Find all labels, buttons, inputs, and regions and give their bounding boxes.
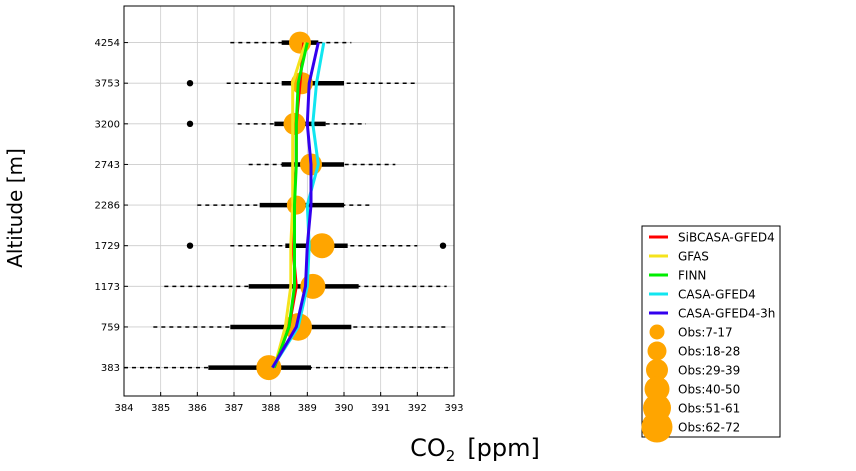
y-tick-label: 759 <box>101 322 120 333</box>
x-tick-label: 385 <box>151 403 170 414</box>
x-tick-label: 384 <box>114 403 133 414</box>
plot-frame <box>123 5 455 397</box>
observation-mean-marker <box>283 112 306 135</box>
legend-label: Obs:51-61 <box>678 402 740 416</box>
y-tick-label: 383 <box>101 363 120 374</box>
legend-label: SiBCASA-GFED4 <box>678 231 775 245</box>
y-axis-title: Altitude [m] <box>3 148 27 268</box>
observation-outlier <box>186 79 194 87</box>
x-tick-label: 393 <box>444 403 463 414</box>
x-axis-title: CO2 [ppm] <box>410 434 540 465</box>
x-tick-label: 389 <box>298 403 317 414</box>
series-line-gfas <box>272 42 307 368</box>
y-axis-ticks: 383 759 1173 1729 2286 2743 3200 3753 4254 <box>95 38 128 374</box>
legend-obs-marker <box>644 376 670 402</box>
legend-obs-marker <box>649 324 665 340</box>
observation-mean-marker <box>309 233 335 259</box>
y-tick-label: 1729 <box>95 241 120 252</box>
observation-outliers <box>186 79 447 249</box>
legend-obs-marker <box>646 359 668 381</box>
legend-label: CASA-GFED4-3h <box>678 307 775 321</box>
x-axis-ticks: 384 385 386 387 388 389 390 391 392 393 <box>114 392 464 414</box>
y-tick-label: 2286 <box>95 201 120 212</box>
x-tick-label: 390 <box>334 403 353 414</box>
legend-label: Obs:40-50 <box>678 383 740 397</box>
legend-label: GFAS <box>678 250 709 264</box>
series-line-casa-gfed4-3h <box>271 42 320 369</box>
legend-label: Obs:18-28 <box>678 345 740 359</box>
model-series <box>271 42 326 369</box>
x-tick-label: 386 <box>188 403 207 414</box>
observation-mean-marker <box>286 195 306 215</box>
legend-obs-marker <box>647 341 667 361</box>
x-tick-label: 387 <box>224 403 243 414</box>
series-line-finn <box>272 42 309 369</box>
series-line-casa-gfed4 <box>271 42 326 369</box>
observation-outlier <box>439 242 447 249</box>
legend-obs-marker <box>641 411 673 443</box>
x-tick-label: 388 <box>261 403 280 414</box>
legend-label: CASA-GFED4 <box>678 288 756 302</box>
observation-outlier <box>186 120 194 128</box>
observation-mean-marker <box>289 31 311 54</box>
y-tick-label: 3753 <box>95 79 120 90</box>
y-tick-label: 2743 <box>95 160 120 171</box>
legend-label: FINN <box>678 269 706 283</box>
legend-label: Obs:7-17 <box>678 326 733 340</box>
legend: SiBCASA-GFED4 GFAS FINN CASA-GFED4 CASA-GFED… <box>641 225 781 443</box>
y-tick-label: 3200 <box>95 119 120 130</box>
observation-outlier <box>186 242 194 249</box>
y-tick-label: 1173 <box>95 282 120 293</box>
y-tick-label: 4254 <box>95 38 120 49</box>
x-tick-label: 392 <box>408 403 427 414</box>
observation-mean-marker <box>290 72 313 95</box>
legend-label: Obs:29-39 <box>678 364 740 378</box>
legend-label: Obs:62-72 <box>678 421 740 435</box>
x-tick-label: 391 <box>371 403 390 414</box>
